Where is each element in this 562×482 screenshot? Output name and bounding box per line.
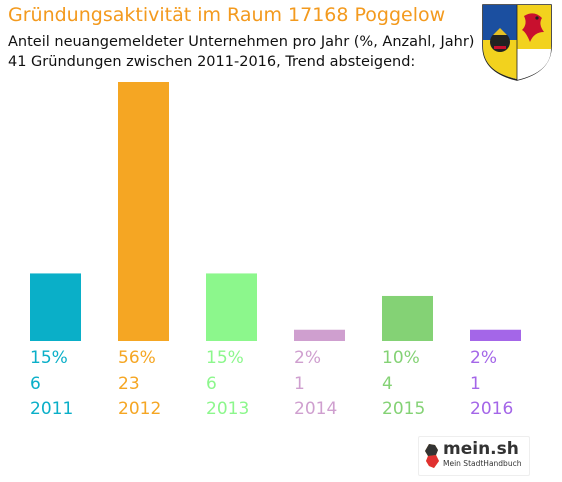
count-label-2014: 1 xyxy=(294,374,305,394)
bar-2016 xyxy=(470,329,521,341)
percent-label-2016: 2% xyxy=(470,348,497,368)
chart-subtitle-line2: 41 Gründungen zwischen 2011-2016, Trend … xyxy=(8,54,416,70)
year-label-2016: 2016 xyxy=(470,399,513,419)
count-label-2012: 23 xyxy=(118,374,140,394)
germany-map-icon xyxy=(425,444,439,468)
year-label-2014: 2014 xyxy=(294,399,337,419)
count-label-2013: 6 xyxy=(206,374,217,394)
chart-title: Gründungsaktivität im Raum 17168 Poggelo… xyxy=(8,4,446,26)
bar-2013 xyxy=(206,273,257,341)
year-label-2015: 2015 xyxy=(382,399,425,419)
meinsh-logo[interactable]: mein.sh Mein StadtHandbuch xyxy=(418,436,530,476)
year-label-2013: 2013 xyxy=(206,399,249,419)
year-label-2011: 2011 xyxy=(30,399,73,419)
chart-subtitle-line1: Anteil neuangemeldeter Unternehmen pro J… xyxy=(8,34,475,50)
coat-of-arms-icon xyxy=(482,4,552,81)
logo-tagline: Mein StadtHandbuch xyxy=(443,459,522,468)
count-label-2016: 1 xyxy=(470,374,481,394)
percent-label-2011: 15% xyxy=(30,348,68,368)
logo-text: mein.sh xyxy=(443,439,519,459)
count-label-2015: 4 xyxy=(382,374,393,394)
percent-label-2014: 2% xyxy=(294,348,321,368)
percent-label-2012: 56% xyxy=(118,348,156,368)
bar-2012 xyxy=(118,82,169,341)
count-label-2011: 6 xyxy=(30,374,41,394)
year-label-2012: 2012 xyxy=(118,399,161,419)
bar-2015 xyxy=(382,295,433,341)
percent-label-2013: 15% xyxy=(206,348,244,368)
percent-label-2015: 10% xyxy=(382,348,420,368)
bar-2011 xyxy=(30,273,81,341)
bar-2014 xyxy=(294,329,345,341)
